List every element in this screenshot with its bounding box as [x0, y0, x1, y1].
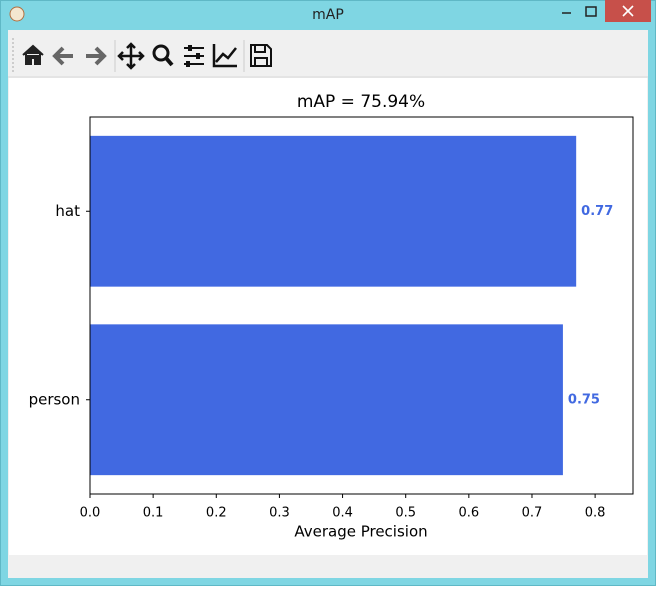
y-tick-label: person [29, 390, 80, 408]
window-title: mAP [312, 7, 344, 23]
app-icon [9, 6, 25, 22]
chart-title: mAP = 75.94% [297, 92, 425, 112]
maximize-button[interactable] [585, 6, 597, 17]
back-button[interactable] [52, 46, 73, 66]
x-tick-label: 0.7 [522, 506, 543, 521]
x-tick-label: 0.5 [395, 506, 416, 521]
axes-frame [89, 116, 634, 495]
plot: mAP = 75.94% Average Precision [294, 92, 427, 541]
value-label: 0.77 [581, 204, 613, 219]
status-bar [9, 556, 647, 577]
x-tick-label: 0.3 [269, 506, 290, 521]
pan-button[interactable] [117, 42, 145, 70]
x-tick-label: 0.8 [585, 506, 606, 521]
forward-button[interactable] [86, 46, 107, 66]
edit-axis-button[interactable] [212, 44, 237, 68]
zoom-handle [164, 56, 174, 67]
configure-sliders [186, 45, 200, 67]
y-tick-label: hat [55, 202, 80, 220]
x-tick-label: 0.2 [206, 506, 227, 521]
save-button[interactable] [250, 44, 272, 67]
bar [90, 135, 577, 287]
x-tick-label: 0.6 [458, 506, 479, 521]
close-icon [622, 5, 634, 17]
x-tick-label: 0.0 [80, 506, 101, 521]
x-tick-label: 0.4 [332, 506, 353, 521]
zoom-button[interactable] [152, 44, 170, 62]
bar [90, 324, 563, 476]
value-label: 0.75 [568, 392, 600, 407]
x-tick-label: 0.1 [143, 506, 164, 521]
home-button[interactable] [22, 44, 44, 65]
x-axis-label: Average Precision [294, 523, 427, 541]
